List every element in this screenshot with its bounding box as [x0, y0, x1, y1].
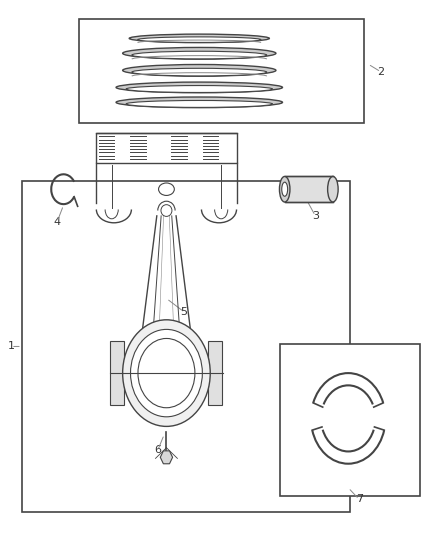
Ellipse shape: [126, 86, 272, 93]
Text: 6: 6: [154, 446, 161, 455]
Text: 1: 1: [7, 342, 14, 351]
Bar: [285, 176, 333, 202]
Ellipse shape: [161, 205, 172, 216]
Bar: [96, 133, 237, 163]
Circle shape: [131, 329, 202, 417]
Ellipse shape: [279, 176, 290, 202]
Bar: [280, 344, 420, 496]
Ellipse shape: [123, 64, 276, 76]
Ellipse shape: [132, 68, 267, 76]
Ellipse shape: [138, 37, 261, 43]
Bar: [22, 181, 350, 512]
Circle shape: [138, 338, 195, 408]
Ellipse shape: [116, 97, 283, 108]
Bar: [208, 341, 222, 405]
Text: 4: 4: [53, 217, 60, 227]
Text: 7: 7: [356, 495, 363, 504]
Circle shape: [123, 320, 210, 426]
Ellipse shape: [116, 82, 283, 93]
Text: 2: 2: [378, 67, 385, 77]
Bar: [110, 341, 124, 405]
Text: 5: 5: [180, 307, 187, 317]
Text: 3: 3: [312, 211, 319, 221]
Ellipse shape: [132, 51, 267, 59]
Ellipse shape: [328, 176, 338, 202]
Bar: [79, 19, 364, 123]
Ellipse shape: [159, 183, 174, 196]
Ellipse shape: [282, 182, 288, 196]
Ellipse shape: [123, 47, 276, 59]
Ellipse shape: [129, 34, 269, 43]
Ellipse shape: [126, 100, 272, 108]
